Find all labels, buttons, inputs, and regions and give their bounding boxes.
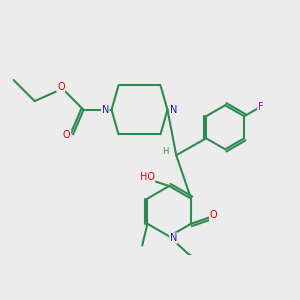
Text: F: F [258, 102, 263, 112]
Text: H: H [163, 147, 169, 156]
Text: N: N [102, 105, 109, 115]
Text: N: N [170, 233, 177, 243]
Text: O: O [63, 130, 70, 140]
Text: O: O [57, 82, 64, 92]
Text: N: N [170, 105, 178, 115]
Text: O: O [210, 210, 217, 220]
Text: HO: HO [140, 172, 155, 182]
